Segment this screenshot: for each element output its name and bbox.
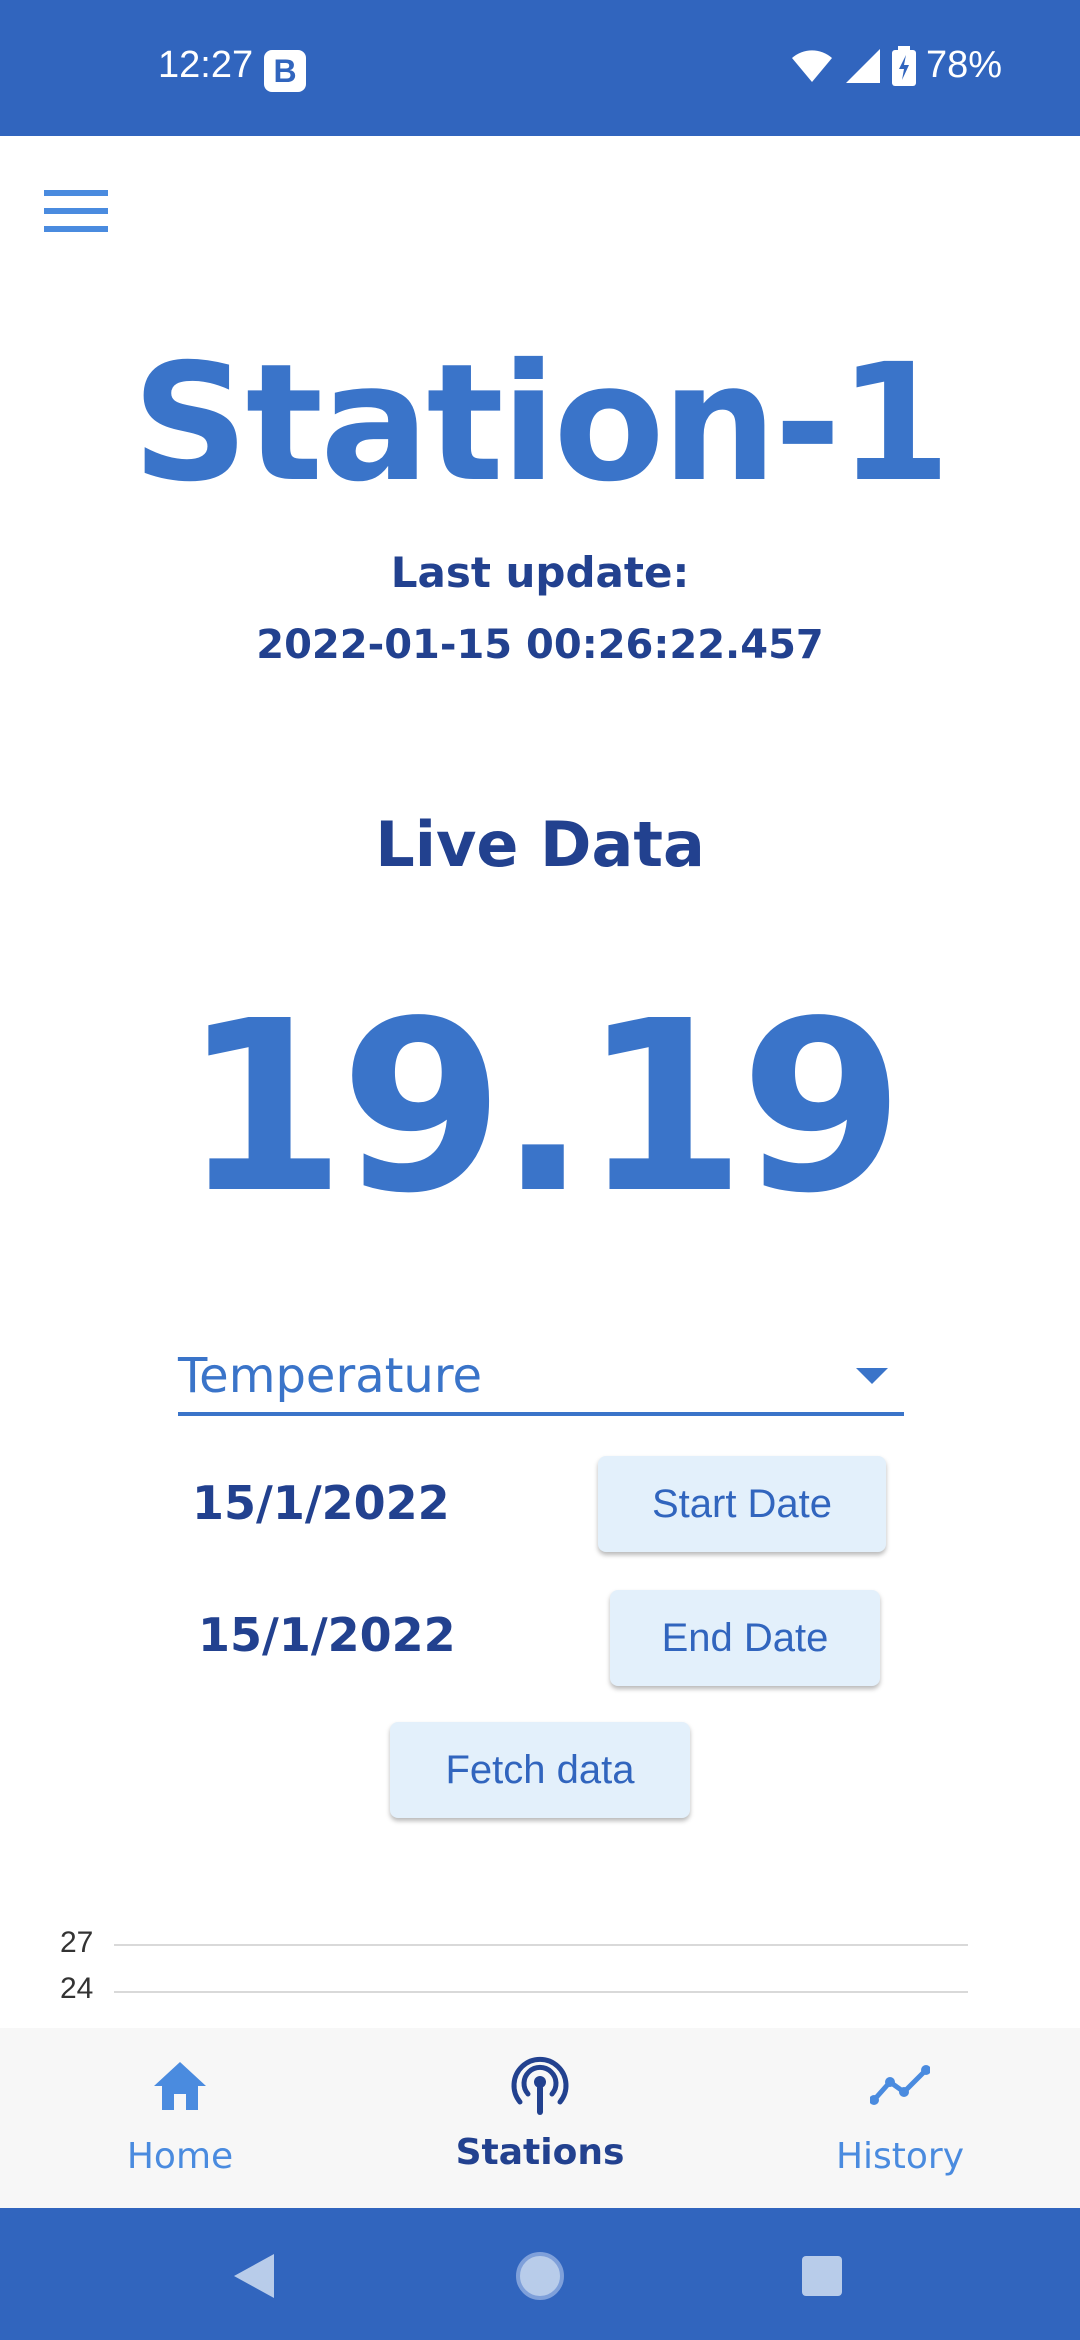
broadcast-icon [511,2056,569,2115]
system-navigation-bar [0,2208,1080,2340]
back-icon[interactable] [232,2252,276,2300]
notification-badge: B [264,50,306,92]
last-update-label: Last update: [390,548,690,597]
sensor-dropdown-value: Temperature [178,1348,483,1404]
battery-percent: 78% [925,44,1002,86]
y-tick-label: 27 [60,1926,94,1959]
end-date-button[interactable]: End Date [610,1590,880,1686]
history-chart: 27 24 [0,1900,1080,2030]
battery-charging-icon [891,45,916,86]
start-date-value: 15/1/2022 [192,1476,450,1530]
start-date-button[interactable]: Start Date [598,1456,886,1552]
nav-label-stations: Stations [455,2132,625,2173]
live-data-value: 19.19 [181,970,905,1245]
nav-item-home[interactable]: Home [0,2028,360,2208]
nav-label-home: Home [126,2136,234,2177]
grid-line [114,1991,968,1993]
nav-item-stations[interactable]: Stations [360,2028,720,2208]
signal-icon [845,48,880,83]
y-tick-label: 24 [60,1972,94,2005]
station-title: Station-1 [132,330,951,518]
hamburger-menu-icon[interactable] [44,188,110,236]
status-right: 78% [790,44,1002,87]
recents-icon[interactable] [800,2254,844,2298]
last-update-value: 2022-01-15 00:26:22.457 [256,622,824,668]
home-circle-icon[interactable] [514,2250,566,2302]
end-date-value: 15/1/2022 [198,1608,456,1662]
dropdown-arrow-icon [856,1368,888,1384]
trend-line-icon [870,2065,930,2105]
grid-line [114,1944,968,1946]
sensor-dropdown[interactable]: Temperature [178,1340,904,1416]
nav-item-history[interactable]: History [720,2028,1080,2208]
fetch-data-button[interactable]: Fetch data [390,1722,690,1818]
wifi-icon [791,49,832,82]
nav-label-history: History [835,2136,965,2177]
home-icon [154,2062,206,2110]
status-time: 12:27 [158,44,254,86]
live-data-label: Live Data [375,808,705,881]
status-bar: 12:27 B 78% [0,0,1080,136]
bottom-navigation: Home Stations History [0,2028,1080,2208]
